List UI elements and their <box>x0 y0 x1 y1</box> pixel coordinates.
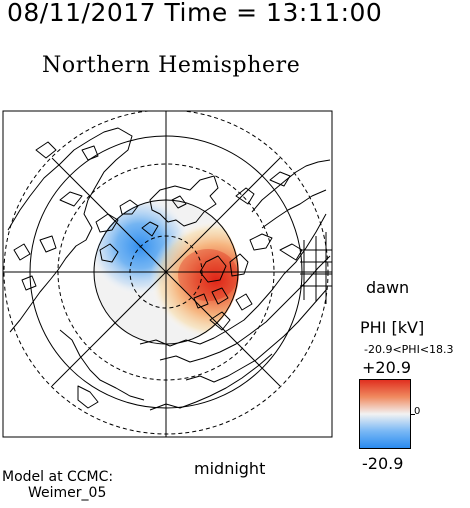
edge-grid <box>300 232 332 304</box>
coastlines <box>7 127 331 411</box>
colorbar-zero-label: 0 <box>414 406 421 417</box>
meridian-line <box>51 157 281 387</box>
colorbar-zero-tick <box>411 414 415 415</box>
colorbar-min-label: -20.9 <box>362 454 404 473</box>
model-source-label: Model at CCMC: <box>2 469 114 485</box>
midnight-label: midnight <box>194 459 266 478</box>
hemisphere-title: Northern Hemisphere <box>42 53 301 78</box>
potential-colorbar <box>359 379 411 449</box>
polar-potential-map <box>2 110 333 438</box>
model-name-label: Weimer_05 <box>28 485 107 501</box>
dawn-label: dawn <box>366 278 410 297</box>
timestamp-header: 08/11/2017 Time = 13:11:00 <box>7 0 383 27</box>
map-frame <box>2 110 333 438</box>
colorbar-max-label: +20.9 <box>362 358 412 377</box>
potential-range-text: -20.9<PHI<18.3 <box>364 343 454 356</box>
potential-disc <box>93 199 239 345</box>
colorbar-title: PHI [kV] <box>360 318 425 337</box>
